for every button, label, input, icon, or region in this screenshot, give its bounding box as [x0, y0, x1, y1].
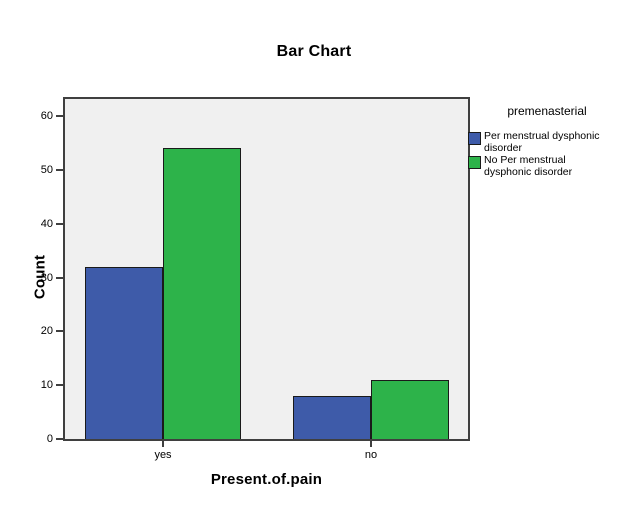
- y-tick-label: 10: [40, 379, 53, 392]
- legend-item-label: Per menstrual dysphonic disorder: [484, 130, 600, 154]
- y-tick-mark: [56, 330, 63, 333]
- chart-title: Bar Chart: [276, 43, 352, 60]
- y-tick-mark: [56, 438, 63, 440]
- y-tick-mark: [56, 276, 63, 279]
- y-tick-label: 20: [40, 325, 53, 338]
- x-tick-mark: [162, 441, 164, 447]
- y-tick-label: 30: [40, 271, 53, 284]
- y-tick-label: 60: [40, 110, 53, 122]
- x-tick-mark: [370, 441, 372, 447]
- legend-item-0: Per menstrual dysphonic disorder: [468, 130, 626, 154]
- bar-no-series-1: [371, 380, 449, 439]
- legend-item-1: No Per menstrual dysphonic disorder: [468, 154, 626, 178]
- legend-swatch-icon: [468, 132, 481, 145]
- y-tick-mark: [56, 168, 63, 171]
- legend-items: Per menstrual dysphonic disorder No Per me…: [468, 130, 626, 178]
- y-tick-mark: [56, 384, 63, 387]
- y-tick-label: 0: [46, 433, 53, 445]
- legend-title: premenasterial: [507, 104, 587, 118]
- y-tick-mark: [56, 222, 63, 225]
- bar-yes-series-1: [163, 148, 241, 439]
- y-tick-label: 40: [40, 217, 53, 230]
- legend: premenasterial Per menstrual dysphonic di…: [468, 104, 626, 179]
- y-tick-label: 50: [40, 163, 53, 176]
- legend-item-label: No Per menstrual dysphonic disorder: [484, 154, 573, 178]
- plot-area: [63, 97, 470, 441]
- x-tick-label-no: no: [364, 449, 378, 461]
- x-axis-title: Present.of.pain: [210, 471, 323, 488]
- bar-no-series-0: [293, 396, 371, 439]
- legend-swatch-icon: [468, 156, 481, 169]
- bar-yes-series-0: [85, 267, 163, 439]
- x-tick-label-yes: yes: [154, 449, 172, 461]
- y-tick-mark: [56, 115, 63, 117]
